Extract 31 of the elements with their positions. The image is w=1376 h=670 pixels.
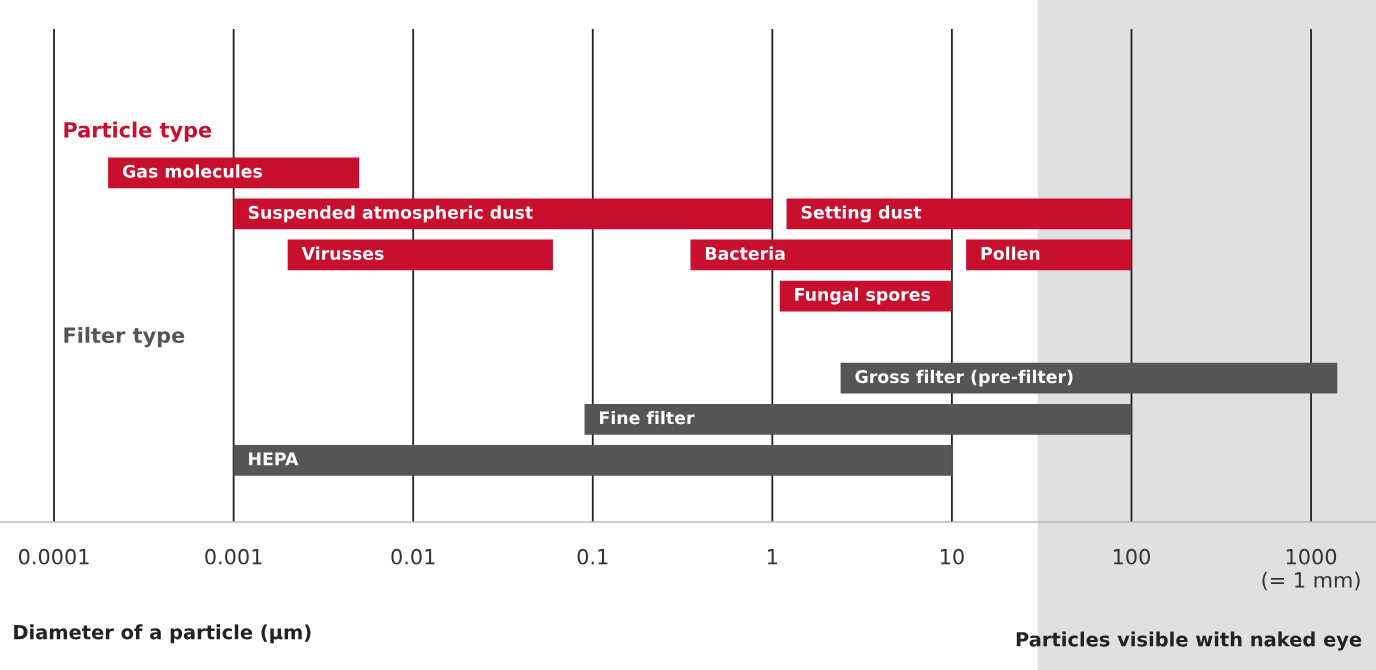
data-label: Gross filter (pre-filter) (855, 369, 1073, 387)
x-tick-label: 0.0001 (18, 548, 89, 565)
bar (233, 444, 952, 476)
series-label: Particle type (64, 121, 212, 142)
bar (966, 239, 1132, 271)
x-tick-label: 1 (768, 549, 778, 565)
bar (287, 239, 553, 271)
x-tick-label: 1000 (= 1 mm) (1262, 548, 1360, 591)
data-label: Suspended atmospheric dust (248, 205, 533, 223)
data-label: Gas molecules (122, 164, 262, 178)
band-label: Particles visible with naked eye (1016, 631, 1362, 651)
text: Filter type (64, 326, 185, 348)
bar (233, 198, 773, 230)
bar (690, 239, 952, 271)
data-label: Setting dust (801, 205, 922, 223)
bar (786, 198, 1132, 230)
x-axis-title: Diameter of a particle (µm) (14, 624, 311, 644)
data-label: HEPA (249, 452, 299, 466)
data-label: Fungal spores (795, 287, 931, 305)
bar (840, 362, 1338, 394)
data-label: Fine filter (600, 410, 695, 425)
bar (584, 403, 1132, 435)
x-tick-label: 0.1 (577, 548, 608, 565)
x-tick-label: 100 (1113, 548, 1150, 565)
x-tick-label: 0.01 (391, 548, 435, 565)
data-label: Bacteria (705, 246, 785, 260)
bar (108, 157, 360, 189)
x-tick-label: 0.001 (205, 548, 262, 565)
data-label: Pollen (981, 246, 1040, 260)
x-tick-label: 10 (940, 548, 964, 565)
data-label: Virusses (301, 246, 384, 260)
